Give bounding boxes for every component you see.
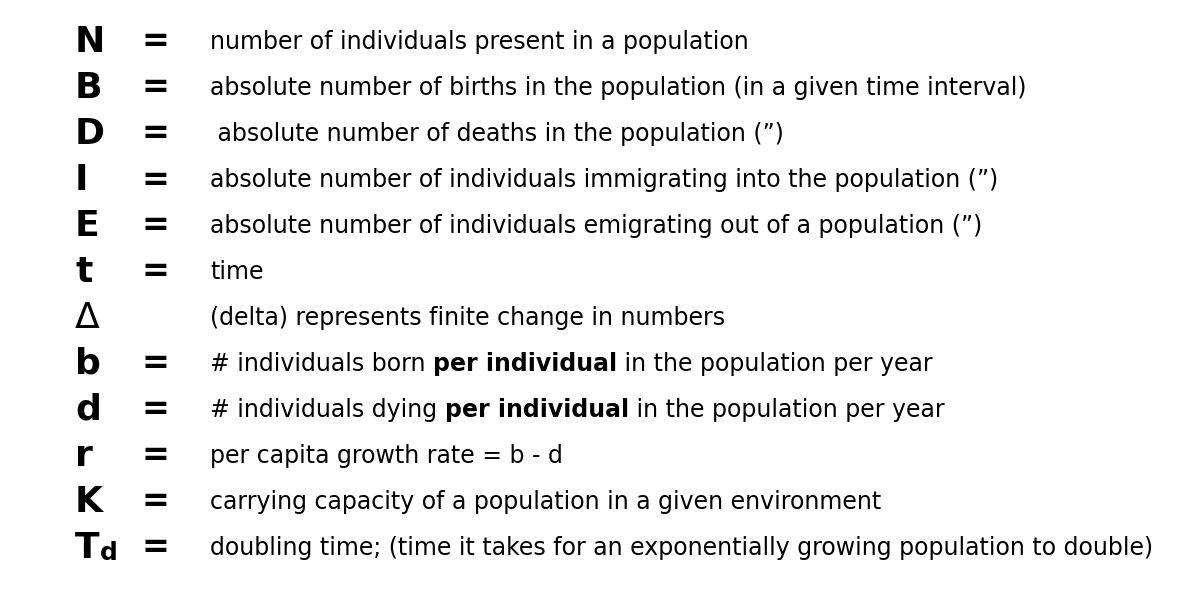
Text: absolute number of individuals emigrating out of a population (”): absolute number of individuals emigratin…: [210, 214, 983, 238]
Text: number of individuals present in a population: number of individuals present in a popul…: [210, 30, 749, 54]
Text: =: =: [142, 117, 169, 150]
Text: per individual: per individual: [433, 352, 617, 376]
Text: doubling time; (time it takes for an exponentially growing population to double): doubling time; (time it takes for an exp…: [210, 536, 1153, 560]
Text: K: K: [74, 485, 103, 519]
Text: =: =: [142, 532, 169, 565]
Text: I: I: [74, 163, 89, 197]
Text: N: N: [74, 25, 106, 59]
Text: D: D: [74, 117, 106, 151]
Text: =: =: [142, 71, 169, 104]
Text: # individuals born: # individuals born: [210, 352, 433, 376]
Text: in the population per year: in the population per year: [617, 352, 932, 376]
Text: per capita growth rate = b - d: per capita growth rate = b - d: [210, 444, 563, 468]
Text: # individuals dying: # individuals dying: [210, 398, 445, 422]
Text: E: E: [74, 209, 100, 243]
Text: r: r: [74, 439, 92, 473]
Text: Δ: Δ: [74, 301, 100, 335]
Text: =: =: [142, 164, 169, 197]
Text: =: =: [142, 393, 169, 426]
Text: d: d: [74, 393, 101, 427]
Text: absolute number of births in the population (in a given time interval): absolute number of births in the populat…: [210, 76, 1026, 100]
Text: in the population per year: in the population per year: [629, 398, 944, 422]
Text: b: b: [74, 347, 101, 381]
Text: d: d: [100, 541, 118, 565]
Text: per individual: per individual: [445, 398, 629, 422]
Text: absolute number of individuals immigrating into the population (”): absolute number of individuals immigrati…: [210, 168, 998, 192]
Text: carrying capacity of a population in a given environment: carrying capacity of a population in a g…: [210, 490, 881, 514]
Text: time: time: [210, 260, 264, 284]
Text: =: =: [142, 210, 169, 243]
Text: =: =: [142, 486, 169, 519]
Text: T: T: [74, 531, 100, 565]
Text: =: =: [142, 439, 169, 472]
Text: t: t: [74, 255, 92, 289]
Text: =: =: [142, 255, 169, 288]
Text: (delta) represents finite change in numbers: (delta) represents finite change in numb…: [210, 306, 725, 330]
Text: =: =: [142, 26, 169, 59]
Text: absolute number of deaths in the population (”): absolute number of deaths in the populat…: [210, 122, 784, 146]
Text: =: =: [142, 348, 169, 381]
Text: B: B: [74, 71, 102, 105]
